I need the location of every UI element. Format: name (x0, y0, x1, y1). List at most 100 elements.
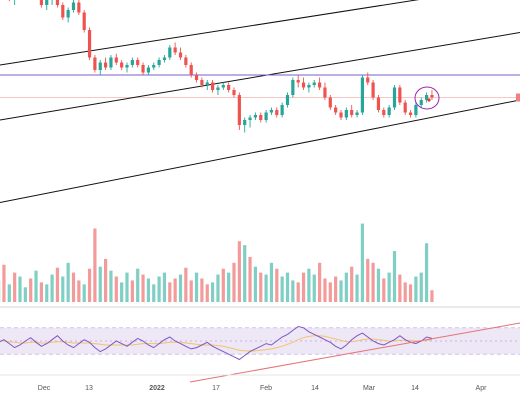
candle (88, 28, 91, 61)
volume-bar (141, 275, 144, 302)
volume-bar (184, 268, 187, 302)
candle (361, 75, 364, 115)
time-axis-label: 2022 (149, 385, 165, 392)
volume-bar (420, 273, 423, 302)
volume-bar (355, 275, 358, 302)
time-axis-label: 14 (411, 385, 419, 392)
volume-bar (195, 273, 198, 302)
candle (291, 78, 294, 98)
volume-bar (34, 271, 37, 302)
volume-bar (131, 280, 134, 302)
volume-bar (147, 278, 150, 302)
volume-bar (425, 243, 428, 302)
volume-bar (318, 263, 321, 302)
volume-bar (2, 265, 5, 302)
volume-bar (179, 275, 182, 302)
volume-bar (168, 282, 171, 302)
volume-bar (83, 284, 86, 302)
candle (377, 95, 380, 113)
time-axis-label: 13 (85, 385, 93, 392)
volume-bar (238, 241, 241, 302)
volume-bar (265, 275, 268, 302)
volume-bar (350, 267, 353, 302)
volume-bar (232, 263, 235, 302)
volume-bar (307, 269, 310, 302)
volume-bar (115, 277, 118, 302)
volume-bar (430, 290, 433, 302)
candle (393, 85, 396, 110)
volume-bar (377, 269, 380, 302)
last-price-tag (516, 94, 520, 102)
volume-bar (163, 273, 166, 302)
volume-bar (248, 257, 251, 302)
volume-bar (174, 278, 177, 302)
volume-bar (40, 282, 43, 302)
volume-bar (281, 277, 284, 302)
volume-bar (297, 282, 300, 302)
volume-bar (56, 268, 59, 302)
volume-bar (104, 259, 107, 302)
volume-bar (313, 275, 316, 302)
candle (83, 10, 86, 33)
time-axis-label: Mar (363, 385, 376, 392)
volume-bar (345, 273, 348, 302)
volume-bar (51, 275, 54, 302)
time-axis-label: Dec (38, 385, 51, 392)
volume-bar (388, 273, 391, 302)
volume-bar (24, 287, 27, 302)
volume-bar (372, 263, 375, 302)
volume-bar (382, 278, 385, 302)
volume-bar (366, 259, 369, 302)
volume-bar (291, 280, 294, 302)
marker-dot (427, 98, 430, 101)
volume-bar (190, 280, 193, 302)
volume-bar (99, 267, 102, 302)
volume-bar (409, 284, 412, 302)
volume-bar (200, 278, 203, 302)
volume-bar (88, 269, 91, 302)
volume-bar (18, 277, 21, 302)
volume-bar (259, 273, 262, 302)
volume-bar (8, 284, 11, 302)
candle (238, 93, 241, 131)
volume-bar (120, 282, 123, 302)
volume-bar (136, 269, 139, 302)
volume-bar (222, 269, 225, 302)
volume-bar (216, 275, 219, 302)
volume-bar (158, 277, 161, 302)
volume-bar (329, 282, 332, 302)
volume-bar (152, 284, 155, 302)
volume-bar (109, 271, 112, 302)
volume-bar (67, 263, 70, 302)
volume-bar (13, 273, 16, 302)
volume-bar (243, 245, 246, 302)
volume-bar (275, 269, 278, 302)
volume-bar (61, 277, 64, 302)
candle (398, 85, 401, 105)
time-axis-label: Feb (260, 385, 272, 392)
time-axis-label: 17 (212, 385, 220, 392)
volume-bar (72, 273, 75, 302)
volume-bar (125, 273, 128, 302)
volume-bar (323, 278, 326, 302)
time-axis-label: 14 (311, 385, 319, 392)
volume-bar (29, 278, 32, 302)
candle (372, 80, 375, 100)
volume-bar (77, 280, 80, 302)
volume-bar (404, 282, 407, 302)
volume-bar (270, 263, 273, 302)
volume-bar (206, 284, 209, 302)
volume-bar (398, 275, 401, 302)
volume-bar (45, 284, 48, 302)
volume-bar (254, 267, 257, 302)
candle (93, 55, 96, 73)
volume-bar (93, 229, 96, 303)
volume-bar (334, 277, 337, 302)
time-axis-label: Apr (476, 385, 488, 392)
volume-bar (393, 251, 396, 302)
volume-bar (339, 280, 342, 302)
volume-bar (302, 273, 305, 302)
volume-bar (414, 277, 417, 302)
